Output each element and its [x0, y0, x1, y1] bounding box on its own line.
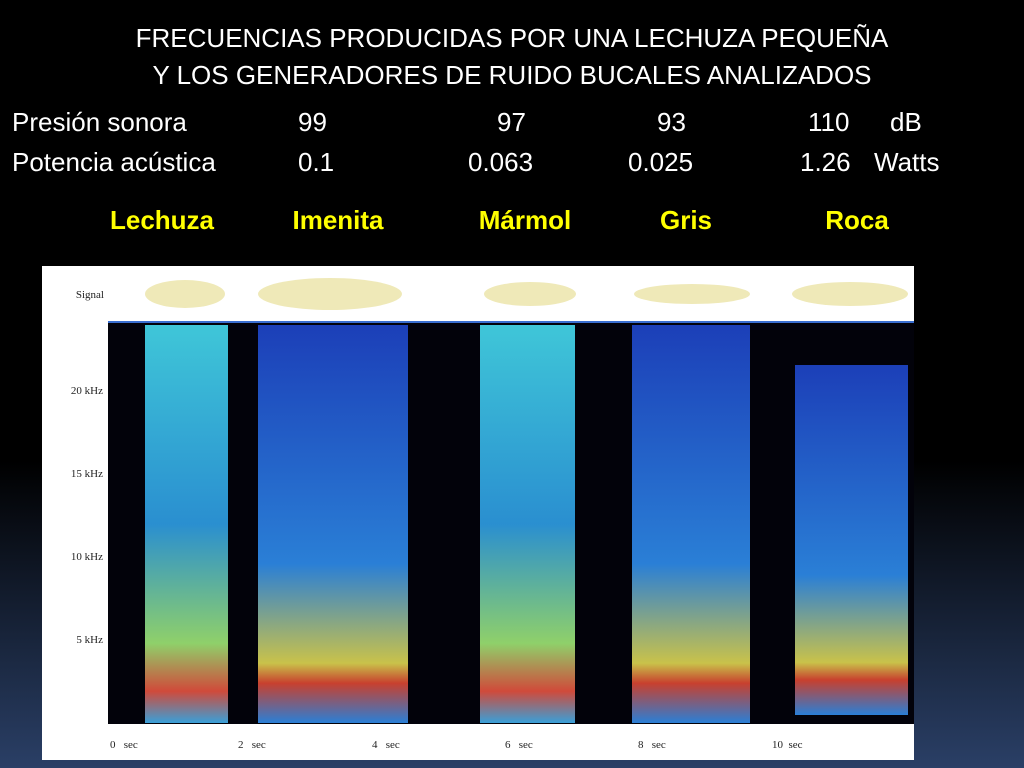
band	[480, 325, 575, 723]
cell: Watts	[874, 147, 939, 177]
title: Y LOS GENERADORES DE RUIDO BUCALES ANALI…	[152, 60, 871, 90]
cell: 110	[808, 107, 849, 137]
cell: 97	[497, 107, 526, 137]
column-label: Mármol	[479, 205, 571, 235]
frequency-label: 5 kHz	[76, 634, 103, 646]
band	[795, 365, 908, 715]
frequency-label: 10 kHz	[71, 551, 103, 563]
cell: 99	[298, 107, 327, 137]
table: Presión sonora 99 97 93 110 dB Potencia …	[12, 107, 939, 177]
time-label: 4 sec	[372, 739, 400, 751]
spectrogram: Signal 20 kHz 15 kHz 10 kHz 5 kHz 0 sec …	[42, 266, 914, 760]
cell: Potencia acústica	[12, 147, 216, 177]
waveforms	[145, 278, 908, 310]
band	[145, 325, 228, 723]
column-label: Gris	[660, 205, 712, 235]
time-label: 2 sec	[238, 739, 266, 751]
cell: 93	[657, 107, 686, 137]
column-label: Roca	[825, 205, 889, 235]
column-label: Lechuza	[110, 205, 215, 235]
cell: 0.025	[628, 147, 693, 177]
time-label: 10 sec	[772, 739, 803, 751]
time-label: 6 sec	[505, 739, 533, 751]
cell: 0.1	[298, 147, 334, 177]
frequency-label: 15 kHz	[71, 468, 103, 480]
title: FRECUENCIAS PRODUCIDAS POR UNA LECHUZA P…	[136, 23, 889, 53]
column-label: Imenita	[292, 205, 384, 235]
frequency-label: 20 kHz	[71, 385, 103, 397]
band	[632, 325, 750, 723]
column-labels: Lechuza Imenita Mármol Gris Roca	[110, 205, 889, 235]
cell: 0.063	[468, 147, 533, 177]
cell: dB	[890, 107, 922, 137]
band	[258, 325, 408, 723]
label-column	[42, 322, 108, 724]
cell: Presión sonora	[12, 107, 187, 137]
time-label: 0 sec	[110, 739, 138, 751]
time-label: 8 sec	[638, 739, 666, 751]
signal-label: Signal	[76, 289, 104, 301]
cell: 1.26	[800, 147, 851, 177]
